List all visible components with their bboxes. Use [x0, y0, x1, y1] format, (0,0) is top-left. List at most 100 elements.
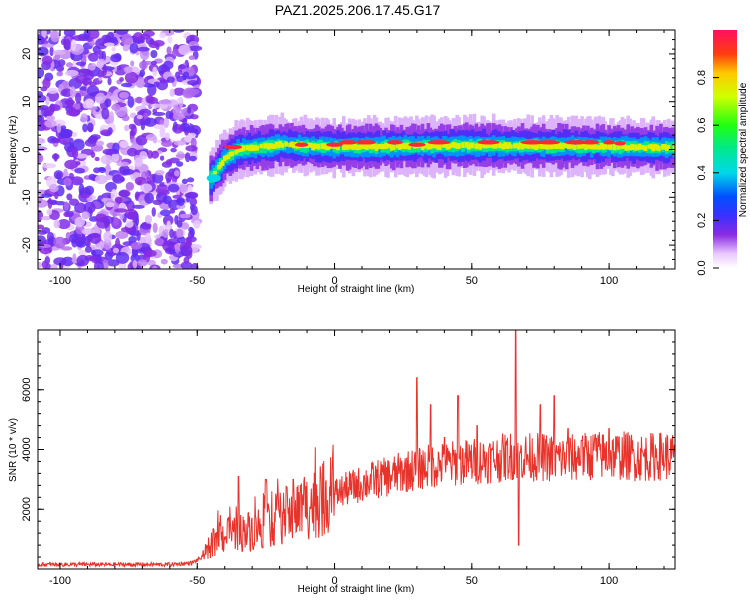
ridge-band — [309, 142, 313, 148]
noise-blob — [193, 219, 201, 229]
noise-blob — [40, 215, 52, 221]
noise-blob — [178, 184, 188, 193]
noise-blob — [63, 38, 71, 50]
ridge-band — [447, 144, 452, 149]
ridge-band — [563, 143, 567, 148]
ridge-band — [484, 142, 488, 149]
noise-blob — [45, 114, 56, 122]
ridge-band — [286, 137, 290, 154]
noise-blob — [130, 60, 135, 67]
noise-blob — [136, 47, 150, 52]
noise-blob — [144, 214, 152, 224]
ridge-band — [503, 142, 508, 149]
ridge-band — [491, 143, 496, 149]
ridge-band — [457, 142, 461, 149]
noise-blob — [144, 249, 157, 258]
noise-blob — [114, 208, 128, 213]
noise-blob — [41, 193, 53, 198]
noise-blob — [115, 230, 129, 239]
y-tick-label: 10 — [21, 96, 33, 108]
snr-ticks: -100 -50 0 50 100 2000 4000 6000 — [21, 329, 675, 587]
ridge-band — [411, 142, 415, 153]
noise-blob — [58, 59, 66, 67]
noise-blob — [53, 257, 67, 266]
ridge-band — [445, 144, 450, 150]
noise-blob — [147, 150, 154, 159]
ridge-band — [226, 154, 231, 159]
ridge-band — [238, 146, 242, 152]
noise-blob — [162, 195, 172, 205]
ridge-band — [253, 144, 258, 151]
ridge-band — [657, 145, 661, 152]
noise-blob — [152, 265, 158, 269]
noise-blob — [121, 114, 130, 122]
spectrogram-marks — [38, 30, 675, 269]
ridge-band — [259, 143, 263, 149]
noise-blob — [152, 222, 158, 234]
ridge-band — [397, 143, 402, 150]
noise-blob — [70, 176, 84, 186]
ridge-band — [591, 143, 596, 150]
noise-blob — [50, 30, 61, 43]
ridge-band — [370, 143, 375, 150]
ridge-band — [403, 143, 408, 150]
ridge-band — [267, 143, 271, 150]
noise-blob — [176, 220, 183, 228]
noise-blob — [175, 161, 184, 167]
ridge-band — [605, 141, 609, 150]
noise-blob — [97, 261, 104, 269]
y-tick-label: 0 — [21, 146, 33, 152]
ridge-band — [541, 144, 546, 150]
colorbar: 0.0 0.2 0.4 0.6 0.8 Normalized spectral ampl… — [696, 30, 749, 276]
noise-blob — [115, 251, 130, 264]
ridge-band — [670, 141, 675, 153]
ridge-band — [593, 144, 598, 150]
noise-blob — [134, 176, 147, 186]
ridge-band — [257, 137, 262, 155]
y-tick-label: 20 — [21, 48, 33, 60]
noise-blob — [183, 256, 190, 264]
noise-blob — [118, 91, 129, 99]
ridge-band — [463, 140, 467, 150]
ridge-band — [255, 145, 260, 151]
noise-blob — [87, 52, 99, 62]
ridge-band — [501, 143, 506, 150]
noise-blob — [74, 216, 85, 228]
peak-streak — [338, 140, 358, 145]
ridge-band — [386, 142, 390, 149]
noise-blob — [185, 250, 193, 259]
ridge-band — [488, 141, 492, 148]
noise-blob — [104, 42, 115, 47]
noise-blob — [100, 154, 114, 165]
noise-blob — [83, 81, 98, 87]
noise-blob — [84, 246, 92, 253]
ridge-band — [643, 145, 648, 151]
ridge-band — [614, 140, 619, 153]
ridge-band — [282, 140, 287, 150]
ridge-band — [472, 140, 477, 151]
noise-blob — [41, 43, 55, 48]
ridge-band — [240, 145, 244, 152]
noise-blob — [191, 262, 199, 269]
noise-blob — [126, 147, 138, 157]
noise-blob — [50, 263, 58, 269]
noise-blob — [150, 49, 158, 59]
noise-blob — [60, 246, 73, 251]
noise-blob — [119, 77, 124, 82]
ridge-band — [388, 142, 392, 149]
peak-streak — [387, 140, 403, 145]
colorbar-label: Normalized spectral amplitude — [738, 82, 749, 217]
ridge-band — [274, 141, 279, 147]
ridge-band — [399, 143, 404, 149]
ridge-band — [528, 143, 533, 149]
noise-blob — [154, 238, 165, 246]
ridge-band — [384, 142, 388, 149]
noise-blob — [150, 103, 163, 108]
colorbar-tick-label: 0.2 — [696, 213, 708, 228]
ridge-band — [326, 144, 331, 150]
ridge-band — [603, 144, 607, 150]
ridge-band — [247, 145, 252, 151]
noise-blob — [85, 98, 95, 109]
ridge-band — [645, 141, 650, 154]
